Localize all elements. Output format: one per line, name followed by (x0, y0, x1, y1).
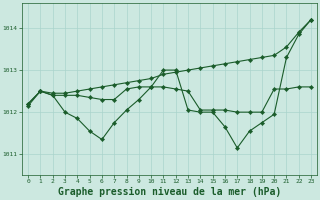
X-axis label: Graphe pression niveau de la mer (hPa): Graphe pression niveau de la mer (hPa) (58, 187, 281, 197)
